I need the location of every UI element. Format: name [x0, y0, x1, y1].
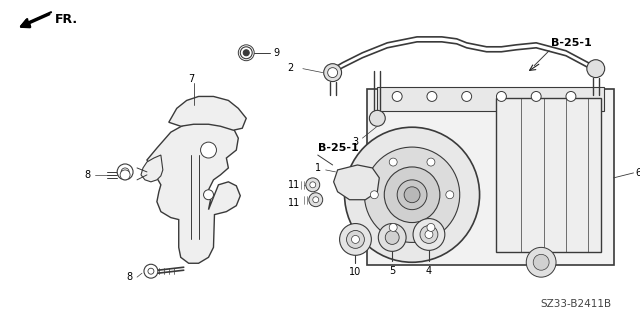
- Circle shape: [240, 47, 252, 59]
- Text: 3: 3: [353, 137, 358, 147]
- Circle shape: [144, 264, 158, 278]
- Circle shape: [117, 164, 133, 180]
- Bar: [497, 99, 601, 252]
- Polygon shape: [169, 96, 246, 130]
- Text: 1: 1: [315, 163, 321, 173]
- Text: 11: 11: [287, 180, 300, 190]
- Bar: [367, 88, 614, 265]
- Polygon shape: [147, 118, 240, 263]
- Text: 11: 11: [287, 198, 300, 208]
- Circle shape: [461, 92, 472, 101]
- Circle shape: [427, 223, 435, 231]
- Text: 9: 9: [273, 48, 279, 58]
- Circle shape: [533, 254, 549, 270]
- Circle shape: [204, 190, 214, 200]
- Circle shape: [427, 92, 437, 101]
- Circle shape: [344, 127, 479, 262]
- Circle shape: [328, 68, 337, 78]
- Circle shape: [385, 231, 399, 244]
- Circle shape: [120, 170, 130, 180]
- Circle shape: [397, 180, 427, 210]
- Circle shape: [425, 231, 433, 238]
- Circle shape: [446, 191, 454, 199]
- Text: B-25-1: B-25-1: [317, 143, 358, 153]
- Circle shape: [369, 110, 385, 126]
- Circle shape: [340, 224, 371, 255]
- Circle shape: [309, 193, 323, 207]
- Circle shape: [346, 231, 364, 249]
- Circle shape: [389, 223, 397, 231]
- Circle shape: [324, 64, 342, 82]
- Circle shape: [404, 187, 420, 203]
- Circle shape: [148, 268, 154, 274]
- Circle shape: [526, 247, 556, 277]
- Circle shape: [310, 182, 316, 188]
- Text: 5: 5: [389, 266, 396, 276]
- Circle shape: [384, 167, 440, 223]
- Bar: [378, 86, 604, 111]
- Circle shape: [378, 224, 406, 251]
- Circle shape: [566, 92, 576, 101]
- Circle shape: [371, 191, 378, 199]
- Circle shape: [389, 158, 397, 166]
- Circle shape: [413, 219, 445, 250]
- Text: 4: 4: [426, 266, 432, 276]
- Text: FR.: FR.: [54, 12, 77, 26]
- Circle shape: [531, 92, 541, 101]
- Circle shape: [587, 60, 605, 78]
- Circle shape: [351, 235, 360, 243]
- Circle shape: [121, 168, 129, 176]
- Circle shape: [200, 142, 216, 158]
- Circle shape: [497, 92, 506, 101]
- Text: B-25-1: B-25-1: [551, 38, 592, 48]
- Circle shape: [364, 147, 460, 242]
- Circle shape: [313, 197, 319, 203]
- Polygon shape: [141, 155, 163, 182]
- Circle shape: [243, 50, 249, 56]
- Text: 8: 8: [126, 272, 132, 282]
- Polygon shape: [333, 165, 380, 200]
- Text: SZ33-B2411B: SZ33-B2411B: [540, 299, 611, 309]
- Circle shape: [420, 226, 438, 243]
- Text: 8: 8: [84, 170, 90, 180]
- Text: 6: 6: [636, 168, 640, 178]
- Text: 7: 7: [189, 74, 195, 84]
- Text: 2: 2: [287, 63, 294, 73]
- Circle shape: [392, 92, 402, 101]
- Circle shape: [306, 178, 320, 192]
- Circle shape: [427, 158, 435, 166]
- Text: 10: 10: [349, 267, 362, 277]
